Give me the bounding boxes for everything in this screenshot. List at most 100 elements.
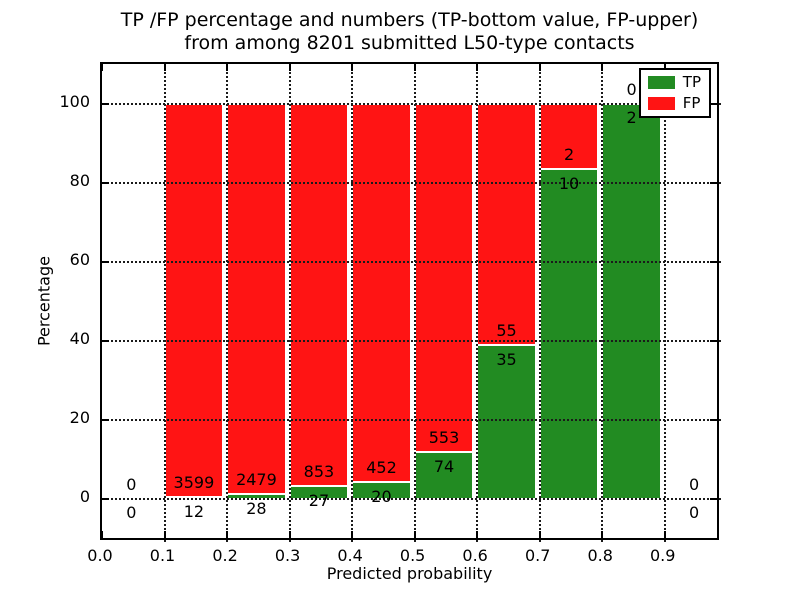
x-tick: [101, 531, 103, 538]
y-axis-label: Percentage: [34, 256, 54, 347]
grid-line-v: [601, 64, 604, 542]
x-tick-label: 0.6: [462, 546, 488, 565]
legend-fp-swatch-icon: [647, 97, 675, 110]
bar-count-label-tp: 0: [126, 503, 137, 523]
x-tick: [226, 64, 229, 71]
y-tick: [102, 102, 109, 105]
legend-tp-swatch-icon: [647, 76, 675, 89]
x-tick-label: 0.2: [212, 546, 238, 565]
x-tick: [288, 64, 291, 71]
bar-segment-tp: [602, 103, 661, 499]
x-tick-label: 0.8: [587, 546, 613, 565]
bar-count-label-tp: 2: [626, 108, 637, 128]
x-tick-label: 0.5: [399, 546, 426, 565]
y-tick: [102, 497, 109, 500]
x-tick: [476, 64, 479, 71]
bar-count-label-tp: 10: [558, 174, 580, 194]
y-tick: [102, 418, 109, 421]
bar-segment-fp: [227, 103, 286, 495]
grid-line-v: [288, 64, 291, 542]
x-tick-label: 0.4: [337, 546, 363, 565]
x-tick-label: 0.9: [649, 546, 676, 565]
y-tick: [710, 339, 717, 342]
bar-count-label-fp: 0: [626, 79, 637, 99]
x-tick: [163, 531, 166, 538]
bar-count-label-tp: 27: [308, 491, 330, 511]
bar-count-label-fp: 2: [563, 145, 575, 165]
bar-segment-fp: [414, 103, 474, 452]
x-tick: [538, 531, 541, 538]
plot-area: TP FP 0 0 3599 12 2479 28 853 27 452 20 553 74 55 35 2…: [100, 62, 721, 542]
bar-count-label-fp: 853: [303, 462, 335, 482]
x-tick: [351, 531, 354, 538]
x-tick: [101, 64, 103, 71]
y-tick-label: 40: [69, 328, 90, 348]
x-tick: [288, 531, 291, 538]
bar-segment-tp: [539, 169, 599, 499]
x-tick: [163, 64, 166, 71]
bar-segment-fp: [289, 103, 349, 487]
chart-title: TP /FP percentage and numbers (TP-bottom…: [100, 9, 719, 55]
x-tick: [413, 64, 416, 71]
bar-count-label-fp: 3599: [173, 473, 215, 493]
grid-line-v: [226, 64, 229, 542]
bar-count-label-tp: 12: [183, 502, 205, 522]
y-tick: [710, 418, 717, 421]
bar-count-label-fp: 0: [126, 474, 137, 494]
y-tick: [102, 181, 109, 184]
grid-line-h: [102, 497, 721, 500]
grid-line-h: [102, 181, 721, 184]
y-tick-label: 100: [59, 91, 90, 111]
x-tick-label: 0.1: [149, 546, 176, 565]
grid-line-v: [351, 64, 354, 542]
grid-line-v: [538, 64, 541, 542]
legend: TP FP: [638, 68, 711, 118]
x-tick: [226, 531, 229, 538]
grid-line-v: [476, 64, 479, 542]
grid-line-v: [413, 64, 416, 542]
bar-segment-fp: [477, 103, 536, 345]
x-tick: [663, 64, 666, 71]
chart-title-line1: TP /FP percentage and numbers (TP-bottom…: [120, 9, 699, 31]
x-tick: [413, 531, 416, 538]
bar-segment-fp: [352, 103, 411, 482]
legend-entry-tp: TP: [647, 73, 701, 91]
grid-line-h: [102, 102, 721, 105]
bar-count-label-tp: 0: [689, 503, 700, 523]
bar-count-label-fp: 0: [689, 474, 700, 494]
y-tick: [710, 497, 717, 500]
x-tick: [601, 64, 604, 71]
bar-count-label-fp: 55: [496, 320, 517, 340]
chart-title-line2: from among 8201 submitted L50-type conta…: [184, 32, 635, 54]
x-tick: [351, 64, 354, 71]
bar-count-label-fp: 2479: [236, 470, 277, 490]
y-tick-label: 0: [79, 486, 90, 506]
grid-line-h: [102, 260, 721, 263]
x-tick: [476, 531, 479, 538]
bar-count-label-fp: 452: [366, 457, 397, 477]
y-tick-label: 60: [69, 249, 90, 269]
bar-count-label-tp: 28: [246, 499, 267, 519]
y-tick: [710, 260, 717, 263]
x-tick-label: 0.0: [87, 546, 113, 565]
bar-segment-fp: [164, 103, 224, 498]
x-tick: [538, 64, 541, 71]
y-tick: [710, 102, 717, 105]
x-tick: [663, 531, 666, 538]
legend-fp-label: FP: [682, 94, 701, 112]
bar-segment-tp: [414, 451, 474, 499]
grid-line-v: [163, 64, 166, 542]
y-tick: [102, 260, 109, 263]
bar-count-label-fp: 553: [428, 427, 460, 447]
y-tick: [710, 181, 717, 184]
grid-line-h: [102, 339, 721, 342]
bar-count-label-tp: 74: [433, 456, 455, 476]
y-tick-label: 80: [69, 170, 90, 190]
x-tick: [601, 531, 604, 538]
x-axis-label: Predicted probability: [326, 564, 493, 583]
legend-tp-label: TP: [682, 73, 701, 91]
y-tick: [102, 339, 109, 342]
y-tick-label: 20: [69, 407, 90, 427]
legend-entry-fp: FP: [647, 94, 701, 112]
